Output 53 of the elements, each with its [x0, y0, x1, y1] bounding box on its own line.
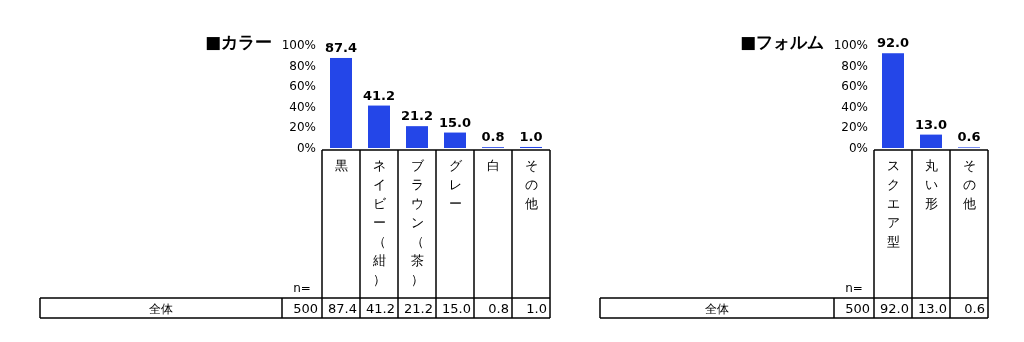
data-label: 0.6 [964, 301, 985, 316]
data-label: 92.0 [880, 301, 909, 316]
bar [368, 105, 390, 148]
text: n= [845, 281, 863, 295]
text: 21.2 [400, 108, 434, 124]
bar [920, 134, 942, 148]
data-label: 41.2 [366, 301, 395, 316]
y-tick-label: 40% [289, 99, 316, 114]
text: 0.8 [481, 129, 505, 145]
x-tick-label: 黒 [334, 158, 348, 173]
text: 0.6 [957, 129, 981, 145]
y-tick-label: 100% [833, 38, 868, 52]
text: 全体 [705, 302, 729, 316]
y-tick-label: 80% [289, 58, 316, 73]
data-label: 87.4 [328, 301, 357, 316]
y-tick-label: 20% [289, 120, 316, 135]
data-label: 0.8 [488, 301, 509, 316]
y-tick-label: 0% [296, 141, 316, 155]
text: 41.2 [362, 87, 396, 103]
x-tick-label: スクエア型 [886, 158, 900, 249]
text: 全体 [149, 302, 173, 316]
x-tick-label: ブラウン（茶） [410, 158, 425, 287]
y-tick-label: 20% [841, 120, 868, 135]
bar [330, 57, 352, 148]
text: 87.4 [324, 39, 358, 55]
data-label: 21.2 [404, 301, 433, 316]
bar [882, 53, 904, 148]
text: 500 [845, 301, 870, 316]
x-tick-label: 丸い形 [924, 158, 938, 211]
y-tick-label: 80% [841, 58, 868, 73]
text: 13.0 [914, 116, 948, 132]
y-tick-label: 60% [841, 79, 868, 94]
data-label: 15.0 [442, 301, 471, 316]
text: 15.0 [438, 114, 472, 130]
x-tick-label: 白 [486, 158, 500, 173]
text: 1.0 [519, 128, 543, 144]
y-tick-label: 40% [841, 99, 868, 114]
text: 500 [293, 301, 318, 316]
chart-title: ■カラー [204, 32, 272, 52]
bar [406, 126, 428, 148]
y-tick-label: 100% [281, 38, 316, 52]
chart-title: ■フォルム [739, 32, 824, 52]
text: n= [293, 281, 311, 295]
bar [444, 132, 466, 148]
x-tick-label: その他 [524, 158, 538, 211]
x-tick-label: ネイビー（紺） [371, 158, 387, 287]
y-tick-label: 60% [289, 79, 316, 94]
x-tick-label: その他 [962, 158, 976, 211]
y-tick-label: 0% [848, 141, 868, 155]
text: 92.0 [876, 35, 910, 51]
x-tick-label: グレー [448, 158, 463, 211]
data-label: 13.0 [918, 301, 947, 316]
data-label: 1.0 [526, 301, 547, 316]
